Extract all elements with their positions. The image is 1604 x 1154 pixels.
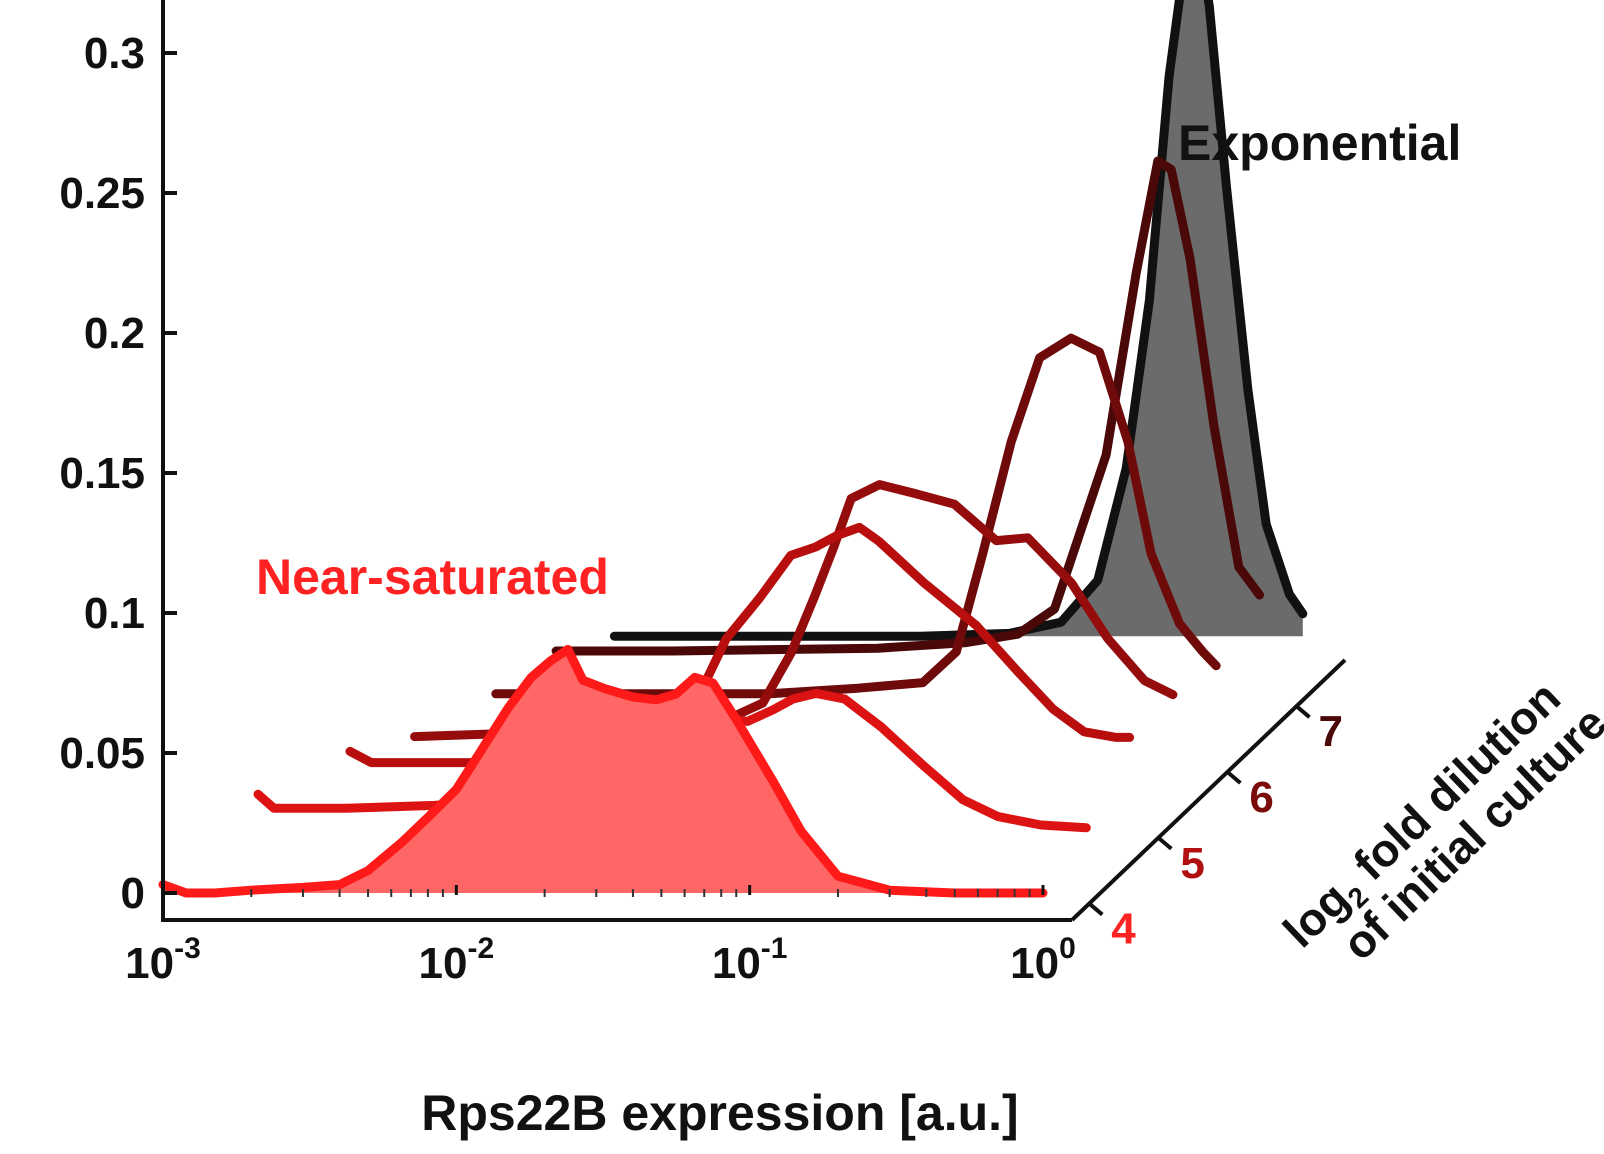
z-tick	[1295, 704, 1311, 719]
x-tick-base: 10	[125, 939, 174, 988]
x-axis-label: Rps22B expression [a.u.]	[421, 1085, 1018, 1141]
z-tick-label: 7	[1318, 707, 1342, 756]
series-5-line	[551, 156, 1264, 656]
series-0-area	[163, 649, 1043, 893]
x-tick-exp: -1	[761, 932, 788, 965]
series-layer	[158, 0, 1308, 898]
x-tick-base: 10	[1010, 939, 1059, 988]
x-tick-base: 10	[712, 939, 761, 988]
z-tick	[1226, 770, 1242, 785]
x-tick-exp: 0	[1059, 932, 1076, 965]
x-tick-exp: -2	[467, 932, 494, 965]
x-tick-base: 10	[419, 939, 468, 988]
x-tick-label: 10-1	[712, 932, 788, 988]
x-tick-label: 10-3	[125, 932, 201, 988]
y-tick-label: 0.25	[59, 169, 145, 218]
near-saturated-annotation: Near-saturated	[256, 549, 609, 605]
z-tick-label: 5	[1180, 839, 1204, 888]
y-tick-label: 0.2	[84, 309, 145, 358]
x-tick-label: 100	[1010, 932, 1076, 988]
x-tick-label: 10-2	[419, 932, 495, 988]
series-0-line	[158, 644, 1048, 898]
z-tick-label: 4	[1111, 905, 1136, 954]
z-axis-line	[1070, 658, 1347, 922]
y-tick-label: 0.3	[84, 29, 145, 78]
z-tick	[1087, 902, 1104, 917]
z-tick-label: 6	[1249, 773, 1273, 822]
ticks-layer: 00.050.10.150.20.250.310-3 10-2 10-1 100 456…	[59, 29, 1343, 988]
axes-layer	[161, 0, 1347, 922]
y-tick-label: 0.1	[84, 589, 145, 638]
x-tick-exp: -3	[174, 932, 201, 965]
y-tick-label: 0	[121, 869, 145, 918]
y-tick-label: 0.05	[59, 729, 145, 778]
exponential-annotation: Exponential	[1178, 115, 1461, 171]
y-tick-label: 0.15	[59, 449, 145, 498]
z-tick	[1157, 836, 1173, 851]
